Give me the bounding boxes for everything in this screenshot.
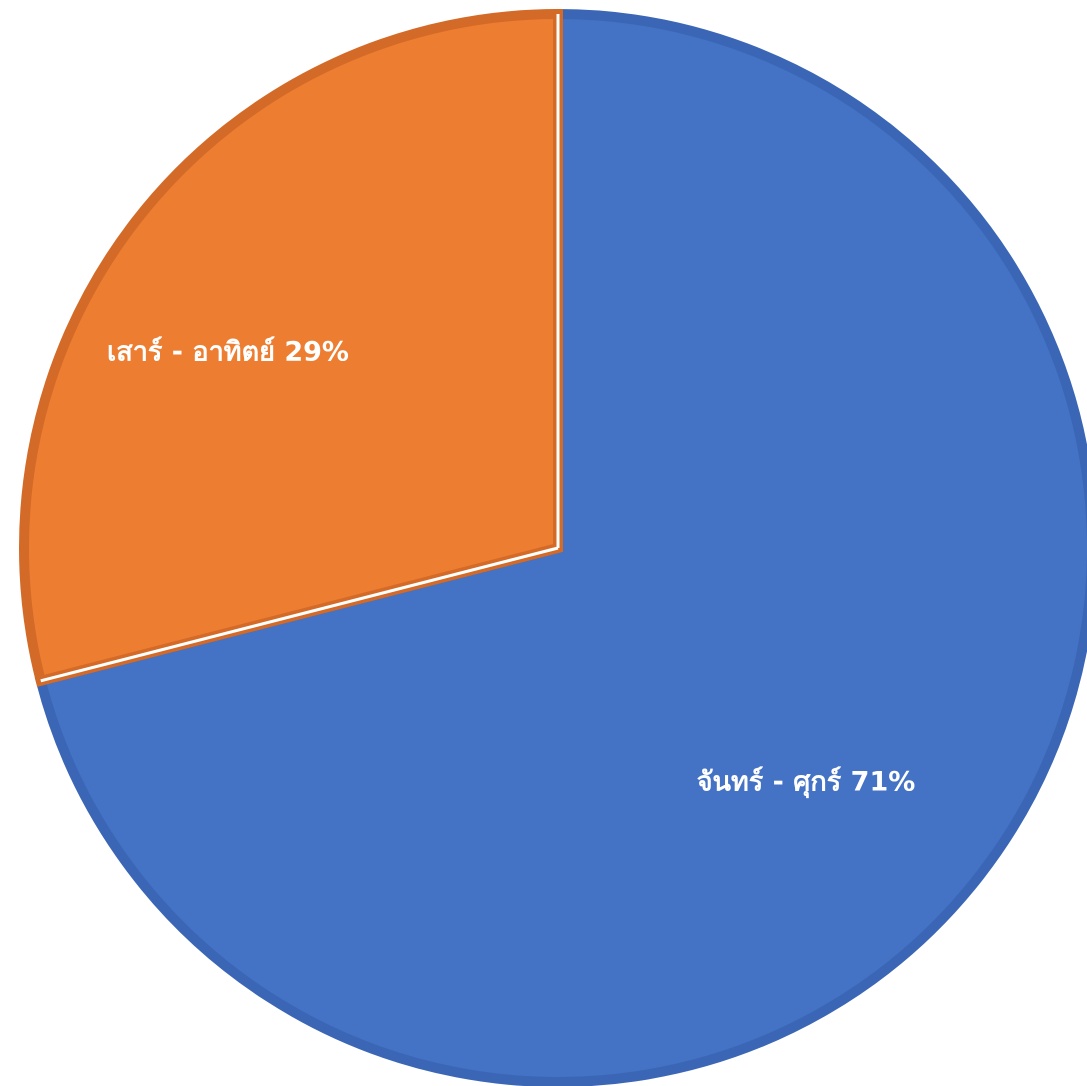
slice-separator [40, 546, 559, 683]
pie-slice-2 [19, 8, 563, 687]
pie-data-labels: จันทร์ - ศุกร์ 71% เสาร์ - อาทิตย์ 29% [107, 336, 915, 799]
data-label-2: เสาร์ - อาทิตย์ 29% [107, 336, 349, 368]
data-label-1: จันทร์ - ศุกร์ 71% [697, 766, 916, 799]
pie-slices [19, 8, 1087, 1086]
pie-slice-1 [34, 8, 1087, 1086]
